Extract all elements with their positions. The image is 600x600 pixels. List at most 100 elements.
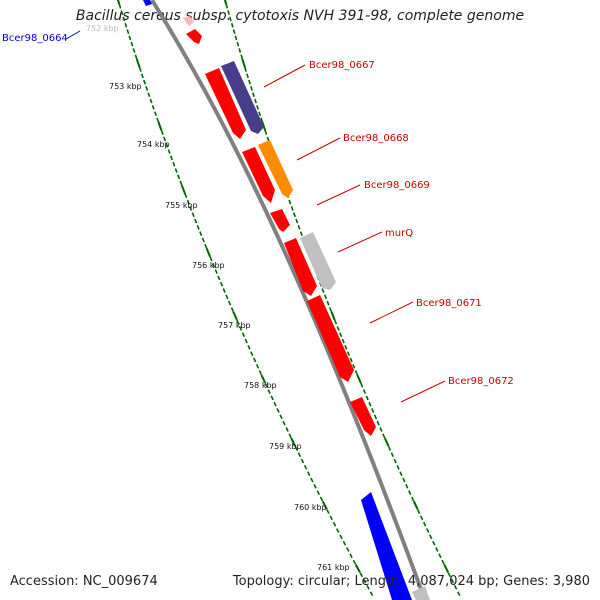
major-tick [383,437,390,447]
minor-tick [390,452,394,458]
minor-tick [411,496,415,502]
tick-label-faint: 752 kbp [86,24,119,33]
minor-tick [140,73,144,79]
minor-tick [264,382,268,388]
minor-tick [134,54,138,60]
minor-tick [329,515,333,521]
minor-tick [267,389,271,394]
minor-tick [300,458,305,464]
minor-tick [258,370,263,375]
minor-tick [212,262,216,268]
minor-tick [345,547,350,552]
minor-tick [339,534,343,540]
leader-line [337,231,383,253]
minor-tick [354,370,359,376]
minor-tick [416,509,421,514]
minor-tick [118,3,122,9]
gene-label[interactable]: Bcer98_0672 [448,376,514,387]
minor-tick [294,446,299,451]
minor-tick [217,275,221,281]
minor-tick [219,281,224,287]
major-tick [443,563,450,573]
minor-tick [169,155,173,161]
minor-tick [244,338,248,344]
minor-tick [260,117,264,123]
gene-features [143,0,430,600]
minor-tick [342,540,347,546]
minor-tick [230,307,234,312]
minor-tick [241,332,246,338]
tick-label: 759 kbp [269,442,302,451]
minor-tick [250,86,253,91]
minor-tick [373,414,378,420]
minor-tick [352,363,356,369]
major-tick [241,58,246,68]
minor-tick [163,136,167,142]
minor-tick [276,408,280,413]
minor-tick [244,67,247,72]
minor-tick [457,591,461,596]
minor-tick [227,300,232,306]
minor-tick [222,288,226,293]
minor-tick [199,231,203,237]
gene-label[interactable]: murQ [385,228,413,239]
minor-tick [234,35,238,41]
minor-tick [138,67,142,72]
minor-tick [422,521,427,527]
minor-tick [292,212,296,218]
minor-tick [236,319,240,325]
gene-label[interactable]: Bcer98_0669 [364,180,430,191]
gene-arrow [307,295,354,382]
major-tick [157,121,163,131]
minor-tick [186,199,190,205]
minor-tick [408,490,412,495]
minor-tick [435,547,439,552]
major-tick [330,311,336,321]
gene-label[interactable]: Bcer98_0667 [309,60,375,71]
minor-tick [344,344,348,350]
minor-tick [225,294,229,300]
minor-tick [266,136,270,142]
minor-tick [339,332,343,338]
minor-tick [419,515,424,521]
gene-label[interactable]: Bcer98_0671 [416,298,482,309]
minor-tick [365,395,369,401]
gene-label[interactable]: Bcer98_0664 [2,33,68,44]
gene-arrow [300,232,336,290]
minor-tick [238,48,242,53]
minor-tick [214,269,218,274]
minor-tick [194,218,198,224]
minor-tick [258,111,262,117]
minor-tick [341,338,345,344]
minor-tick [333,319,338,325]
minor-tick [189,206,193,211]
minor-tick [122,16,126,22]
minor-tick [256,105,259,110]
minor-tick [264,130,268,135]
minor-tick [238,326,243,331]
minor-tick [151,105,155,110]
minor-tick [179,180,183,186]
gene-arrow [221,61,264,134]
leader-line [400,380,446,403]
minor-tick [247,345,251,350]
leader-line [316,184,361,206]
minor-tick [145,86,149,91]
minor-tick [335,528,340,533]
gene-arrow [242,147,275,203]
minor-tick [149,98,153,104]
gene-arrow [205,68,246,139]
minor-tick [349,553,353,559]
minor-tick [359,572,364,578]
leader-line [369,301,414,324]
minor-tick [450,578,455,584]
minor-tick [297,452,302,458]
major-tick [232,311,238,321]
minor-tick [232,29,236,34]
minor-tick [368,401,372,407]
gene-label[interactable]: Bcer98_0668 [343,133,409,144]
minor-tick [147,92,151,98]
tick-ring-inner [116,0,374,596]
minor-tick [336,326,340,331]
minor-tick [254,98,257,104]
